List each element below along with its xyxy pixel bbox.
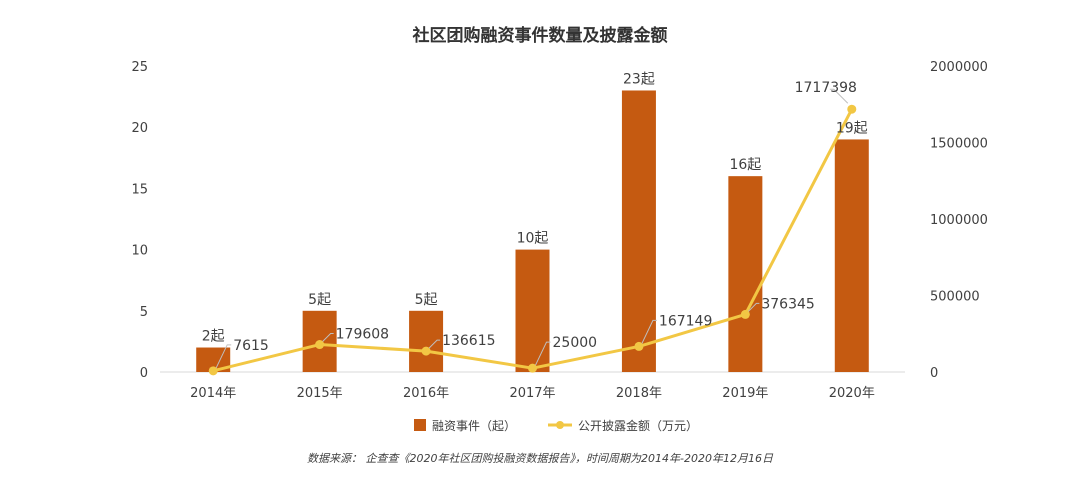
x-tick-label: 2018年	[616, 386, 662, 401]
y-left-tick-label: 25	[131, 60, 148, 75]
line-label-leader	[428, 339, 441, 349]
y-left-tick-label: 0	[140, 366, 148, 381]
line-data-label: 167149	[659, 313, 712, 329]
bar-data-label: 23起	[623, 71, 655, 87]
line-label-leader	[641, 319, 657, 344]
line-data-label: 179608	[336, 327, 389, 343]
line-point	[208, 366, 218, 376]
bar-data-label: 19起	[836, 120, 868, 136]
line-point	[847, 104, 857, 114]
y-right-tick-label: 1000000	[930, 213, 988, 228]
bar	[409, 310, 444, 372]
bar-data-label: 5起	[415, 292, 438, 308]
x-tick-label: 2017年	[509, 386, 555, 401]
y-left-tick-label: 15	[131, 182, 148, 197]
line-label-leader	[215, 344, 232, 369]
line-group	[208, 104, 857, 376]
line-point	[528, 363, 537, 373]
legend-swatch-bar	[414, 419, 426, 431]
y-left-tick-label: 20	[131, 121, 148, 136]
legend-label-line: 公开披露金额（万元）	[578, 418, 698, 433]
y-right-tick-label: 0	[930, 366, 938, 381]
chart-title: 社区团购融资事件数量及披露金额	[412, 25, 668, 46]
line-data-label: 7615	[233, 338, 269, 354]
x-tick-label: 2015年	[297, 386, 343, 401]
line-data-label: 136615	[442, 333, 495, 349]
line-point	[740, 309, 750, 319]
y-right-tick-label: 500000	[930, 290, 980, 305]
line-point	[315, 340, 325, 350]
x-tick-label: 2020年	[829, 386, 875, 401]
y-left-tick-label: 5	[140, 305, 148, 320]
legend: 融资事件（起） 公开披露金额（万元）	[414, 418, 698, 433]
bar-data-label: 16起	[729, 157, 761, 173]
line-data-label: 25000	[553, 335, 598, 351]
legend-label-bar: 融资事件（起）	[432, 419, 516, 433]
data-labels-group: 2起 5起 5起 10起 23起 16起 19起 7615 179608 136615 25000 1…	[202, 71, 868, 369]
bar	[728, 176, 763, 372]
x-tick-label: 2014年	[190, 386, 236, 401]
line-label-leader	[748, 302, 760, 312]
y-left-tick-label: 10	[131, 244, 148, 259]
bar	[515, 249, 550, 372]
line-label-leader	[322, 333, 334, 342]
line-point	[421, 346, 431, 356]
bar-data-label: 2起	[202, 329, 225, 345]
line-data-label: 1717398	[795, 80, 857, 96]
line-point	[634, 341, 644, 351]
bars-group	[196, 90, 869, 372]
line-label-leader	[829, 88, 849, 104]
source-note: 数据来源： 企查查《2020年社区团购投融资数据报告》，时间周期为2014年-2…	[307, 452, 774, 465]
bar-data-label: 10起	[517, 231, 549, 247]
bar	[834, 139, 869, 372]
y-right-tick-label: 2000000	[930, 60, 988, 75]
legend-swatch-line-marker	[556, 421, 564, 429]
x-tick-label: 2019年	[722, 386, 768, 401]
line-label-leader	[535, 341, 551, 366]
x-tick-label: 2016年	[403, 386, 449, 401]
line-data-label: 376345	[761, 296, 814, 312]
axes-group: 0 5 10 15 20 25 0 500000 1000000 1500000 2000000 20…	[131, 60, 987, 401]
bar	[621, 90, 656, 372]
bar-data-label: 5起	[308, 292, 331, 308]
y-right-tick-label: 1500000	[930, 137, 988, 152]
